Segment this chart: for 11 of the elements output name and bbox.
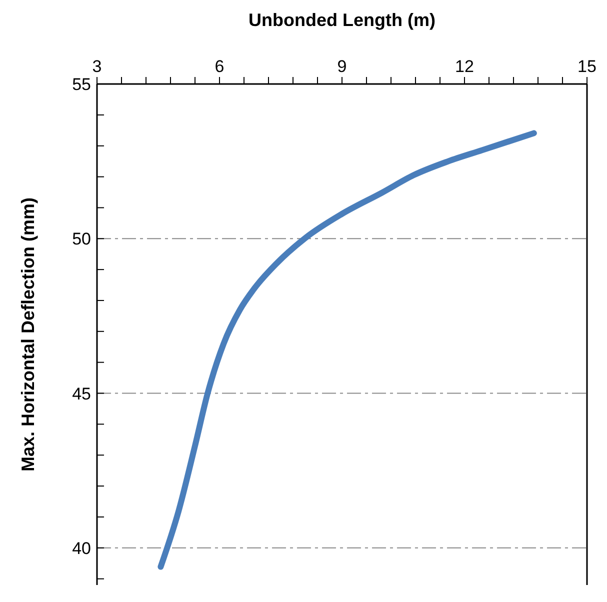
x-tick-label: 15 bbox=[578, 57, 596, 76]
x-tick-label: 6 bbox=[214, 57, 224, 76]
y-tick-label: 45 bbox=[72, 384, 91, 404]
y-tick-label: 50 bbox=[72, 230, 91, 249]
y-axis-title: Max. Horizontal Deflection (mm) bbox=[18, 197, 38, 472]
y-tick-label: 40 bbox=[72, 538, 91, 558]
x-tick-label: 3 bbox=[92, 57, 102, 76]
x-tick-label: 9 bbox=[337, 57, 347, 76]
x-tick-label: 12 bbox=[455, 57, 474, 76]
x-axis-title: Unbonded Length (m) bbox=[248, 10, 436, 30]
y-tick-label: 55 bbox=[72, 75, 91, 94]
